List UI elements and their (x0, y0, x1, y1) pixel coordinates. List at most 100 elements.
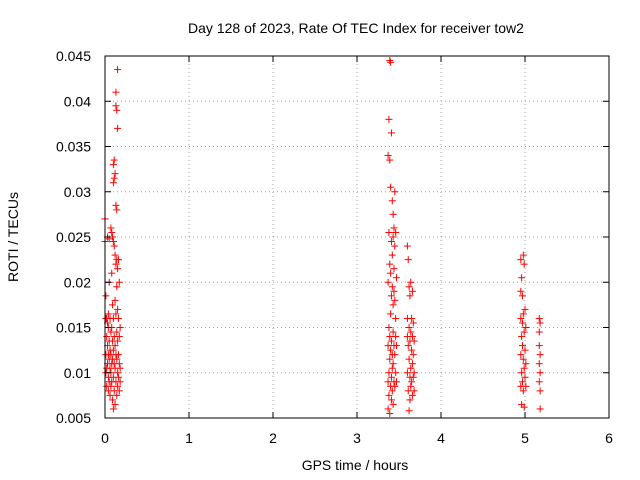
data-point (109, 179, 117, 187)
data-point (111, 342, 119, 350)
data-point (390, 265, 398, 273)
y-tick-label: 0.025 (56, 229, 91, 245)
y-tick-label: 0.015 (56, 320, 91, 336)
data-point (388, 251, 396, 259)
data-point (386, 156, 394, 164)
data-point (535, 328, 543, 336)
data-point (113, 283, 121, 291)
data-point (392, 228, 400, 236)
data-point (408, 360, 416, 368)
data-point (110, 242, 118, 250)
data-point (519, 310, 527, 318)
data-point (522, 360, 530, 368)
data-point (111, 400, 119, 408)
data-point (521, 373, 529, 381)
x-tick-label: 5 (521, 430, 529, 446)
data-point (384, 278, 392, 286)
data-point (522, 324, 530, 331)
data-point (403, 369, 411, 377)
data-point (405, 283, 413, 291)
data-point (114, 256, 122, 264)
data-point (410, 337, 418, 345)
data-point (114, 373, 122, 381)
data-point (407, 278, 415, 286)
x-tick-label: 0 (101, 430, 109, 446)
data-point (107, 224, 115, 232)
data-point (109, 405, 117, 413)
data-point (409, 351, 417, 359)
data-point (112, 88, 120, 96)
data-point (536, 351, 544, 359)
data-point (112, 310, 120, 318)
data-point (536, 319, 544, 327)
data-point (386, 355, 394, 363)
chart-title: Day 128 of 2023, Rate Of TEC Index for r… (188, 20, 524, 36)
data-point (113, 391, 121, 399)
data-point (111, 296, 119, 304)
data-point (388, 364, 396, 372)
data-point (114, 337, 122, 345)
data-point (110, 156, 118, 164)
data-point (109, 161, 117, 169)
data-point (536, 405, 544, 413)
data-point (410, 387, 418, 395)
data-point (111, 251, 119, 259)
data-point (408, 314, 416, 322)
data-point (519, 387, 527, 395)
data-point (116, 364, 124, 372)
data-point (518, 378, 526, 386)
data-point (387, 238, 395, 246)
data-point (114, 265, 122, 273)
data-point (114, 305, 122, 313)
data-point (535, 314, 543, 322)
x-tick-label: 6 (605, 430, 613, 446)
data-point (390, 287, 398, 295)
data-point (518, 342, 526, 350)
x-tick-label: 1 (185, 430, 193, 446)
x-tick-label: 2 (269, 430, 277, 446)
data-point (392, 342, 400, 350)
data-point (387, 269, 395, 277)
data-point (102, 292, 110, 300)
data-point (389, 210, 397, 218)
y-tick-label: 0.04 (64, 93, 91, 109)
data-point (536, 369, 544, 377)
data-point (403, 242, 411, 250)
data-point (392, 378, 400, 386)
data-point (520, 260, 528, 268)
data-point (114, 66, 122, 74)
data-point (384, 405, 392, 413)
data-point (517, 256, 525, 264)
x-tick-label: 4 (437, 430, 445, 446)
y-tick-label: 0.005 (56, 410, 91, 426)
data-point (384, 342, 392, 350)
data-point (535, 378, 543, 386)
data-point (407, 382, 415, 390)
data-point (392, 333, 400, 341)
data-point (116, 324, 124, 331)
x-tick-label: 3 (353, 430, 361, 446)
data-point (536, 387, 544, 395)
data-point (103, 333, 111, 341)
data-point (391, 188, 399, 196)
data-point (407, 364, 415, 372)
grid-lines (105, 56, 609, 418)
data-point (107, 382, 115, 390)
data-point (387, 373, 395, 381)
data-point (385, 324, 393, 331)
data-point (113, 206, 121, 214)
data-point (406, 292, 414, 300)
data-point (387, 183, 395, 191)
data-point (106, 391, 114, 399)
data-point (409, 319, 417, 327)
y-axis-ticks: 0.005 0.01 0.015 0.02 0.025 0.03 0.035 0.04 0.04… (56, 48, 609, 426)
data-point (517, 351, 525, 359)
data-point (405, 407, 413, 415)
data-point (392, 274, 400, 282)
data-point (113, 355, 121, 363)
data-point (109, 396, 117, 404)
data-point (521, 305, 529, 313)
data-point (522, 382, 530, 390)
data-point (407, 328, 415, 336)
